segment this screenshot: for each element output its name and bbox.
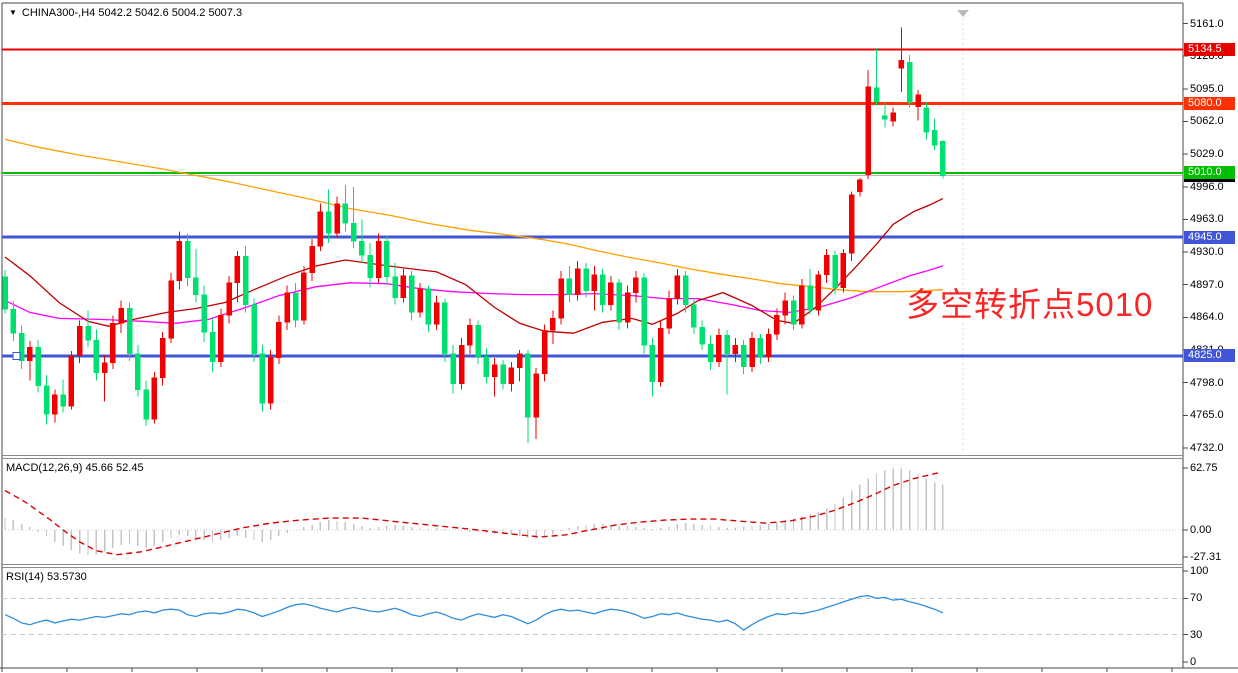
macd-indicator-title: MACD(12,26,9) 45.66 52.45	[6, 462, 144, 474]
rsi-indicator-title: RSI(14) 53.5730	[6, 571, 87, 583]
ma-slow-line	[4, 138, 943, 293]
chart-text-annotation[interactable]: 多空转折点5010	[906, 286, 1154, 323]
chart-title: ▼ CHINA300-,H4 5042.2 5042.6 5004.2 5007.…	[9, 7, 242, 19]
hline-drag-handle	[12, 351, 21, 361]
symbol-dropdown-icon[interactable]: ▼	[9, 8, 17, 17]
chart-shift-marker	[957, 10, 969, 17]
ohlc-values: 5042.2 5042.6 5004.2 5007.3	[98, 7, 243, 19]
symbol-period-label: CHINA300-,H4	[21, 7, 96, 19]
macd-signal-line	[4, 472, 939, 556]
rsi-line	[4, 594, 944, 631]
